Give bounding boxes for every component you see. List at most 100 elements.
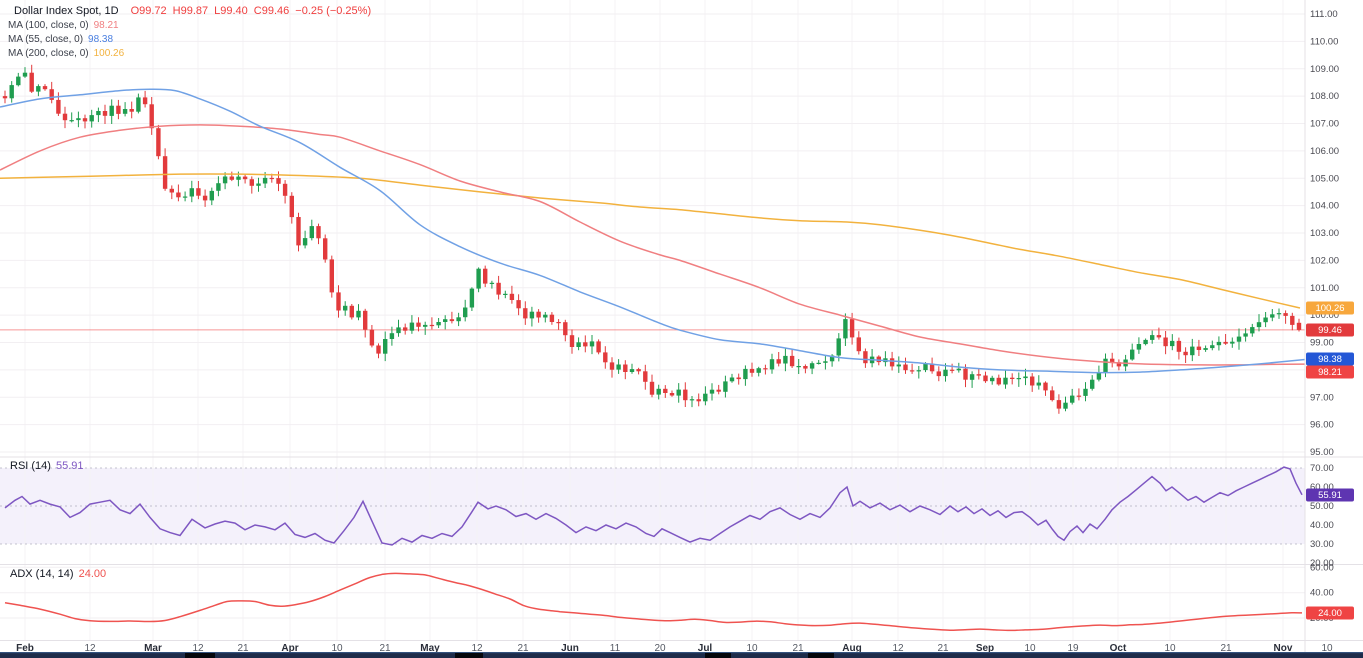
candle <box>736 373 741 385</box>
svg-text:24.00: 24.00 <box>1318 608 1342 619</box>
candle <box>929 357 935 374</box>
candle <box>169 185 174 200</box>
time-axis-day-label: 10 <box>1321 643 1333 654</box>
candle <box>990 375 995 385</box>
candle <box>1050 386 1055 402</box>
candle <box>996 374 1001 386</box>
price-axis-tick: 104.00 <box>1310 201 1339 212</box>
time-axis-month-label: Mar <box>144 643 162 654</box>
candle <box>563 319 568 342</box>
candle <box>1216 336 1222 351</box>
adx-axis-tick: 40.00 <box>1310 588 1334 599</box>
candle <box>89 109 94 128</box>
candle <box>669 390 675 397</box>
candle <box>309 219 314 241</box>
ma-55-line <box>0 88 1306 374</box>
symbol-title: Dollar Index Spot, 1D <box>14 5 119 17</box>
candle <box>896 356 901 373</box>
adx-pane-canvas[interactable] <box>0 566 1305 641</box>
candle <box>363 308 368 338</box>
price-axis-tick: 110.00 <box>1310 36 1338 47</box>
rsi-pane-canvas[interactable] <box>0 458 1305 565</box>
candle <box>202 189 208 207</box>
candle <box>729 373 735 383</box>
time-axis-labels: Feb 12 Mar 12 21 Apr 10 21 May 12 21 Jun 11 20 Jul 10 21… <box>16 643 1333 654</box>
candle <box>783 347 788 372</box>
rsi-axis-tick: 60.00 <box>1310 482 1334 493</box>
candle <box>409 315 415 334</box>
candle <box>1010 373 1015 385</box>
candle <box>509 285 515 304</box>
rsi-legend-row[interactable]: RSI (14) 55.91 <box>10 460 84 473</box>
price-axis-tick: 105.00 <box>1310 173 1339 184</box>
rsi-axis-tick: 20.00 <box>1310 558 1334 569</box>
candle <box>1183 347 1188 363</box>
time-axis-day-label: 12 <box>892 643 904 654</box>
candle <box>596 339 601 355</box>
price-axis[interactable] <box>1306 0 1363 641</box>
time-axis-day-label: 20 <box>654 643 666 654</box>
symbol-legend-row[interactable]: Dollar Index Spot, 1D O99.72 H99.87 L99.40 C… <box>8 5 371 18</box>
price-badge: 98.38 <box>1306 352 1354 366</box>
ma100-legend-row[interactable]: MA (100, close, 0) 98.21 <box>8 19 371 32</box>
candle <box>756 366 761 377</box>
price-axis-ticks: 111.00 110.00 109.00 108.00 107.00 106.00 105.… <box>1310 9 1339 624</box>
candle <box>383 331 388 362</box>
time-axis-month-label: Aug <box>842 643 861 654</box>
candle <box>249 176 254 194</box>
rsi-axis-tick: 50.00 <box>1310 501 1334 512</box>
ma55-label: MA (55, close, 0) <box>8 34 84 45</box>
ohlc-low: L99.40 <box>214 5 248 17</box>
candle <box>22 67 28 78</box>
rsi-axis-tick: 30.00 <box>1310 539 1334 550</box>
candle <box>289 192 294 224</box>
adx-label: ADX (14, 14) <box>10 568 74 580</box>
svg-text:99.46: 99.46 <box>1318 325 1342 336</box>
candle <box>983 371 988 383</box>
candle <box>1023 368 1028 386</box>
candle <box>663 385 668 398</box>
candle <box>1116 359 1122 371</box>
candle <box>323 234 328 263</box>
candle <box>576 337 581 351</box>
adx-badge: 24.00 <box>1306 606 1354 620</box>
candle <box>543 312 548 323</box>
time-axis-day-label: 21 <box>937 643 949 654</box>
candle <box>1070 388 1075 405</box>
candle <box>356 304 361 321</box>
candle <box>463 299 468 322</box>
ma200-label: MA (200, close, 0) <box>8 48 89 59</box>
candle <box>82 114 88 129</box>
time-axis-month-label: Jul <box>698 643 713 654</box>
candle <box>523 301 528 325</box>
ma100-value: 98.21 <box>93 20 119 31</box>
time-axis-month-label: Sep <box>976 643 994 654</box>
candle <box>776 352 781 367</box>
candle <box>689 396 695 408</box>
candle <box>42 84 48 91</box>
candle <box>49 81 54 104</box>
candle <box>863 348 868 368</box>
price-pane-canvas[interactable] <box>0 0 1305 457</box>
ma200-legend-row[interactable]: MA (200, close, 0) 100.26 <box>8 47 371 60</box>
price-badge: 98.21 <box>1306 365 1354 379</box>
time-axis[interactable] <box>0 641 1363 652</box>
price-badge: 99.46 <box>1306 323 1354 337</box>
adx-line <box>4 572 1303 632</box>
candle <box>242 174 248 184</box>
candle <box>809 361 815 375</box>
candle <box>1203 345 1208 352</box>
ma55-legend-row[interactable]: MA (55, close, 0) 98.38 <box>8 33 371 46</box>
adx-legend-row[interactable]: ADX (14, 14) 24.00 <box>10 568 106 581</box>
candle <box>1290 312 1295 331</box>
time-axis-day-label: 10 <box>1164 643 1176 654</box>
candle <box>1036 375 1041 390</box>
candle <box>1196 339 1202 356</box>
price-axis-tick: 109.00 <box>1310 64 1339 75</box>
candle <box>209 187 214 206</box>
time-axis-day-label: 21 <box>792 643 804 654</box>
candle <box>296 212 301 252</box>
candle <box>556 319 561 330</box>
